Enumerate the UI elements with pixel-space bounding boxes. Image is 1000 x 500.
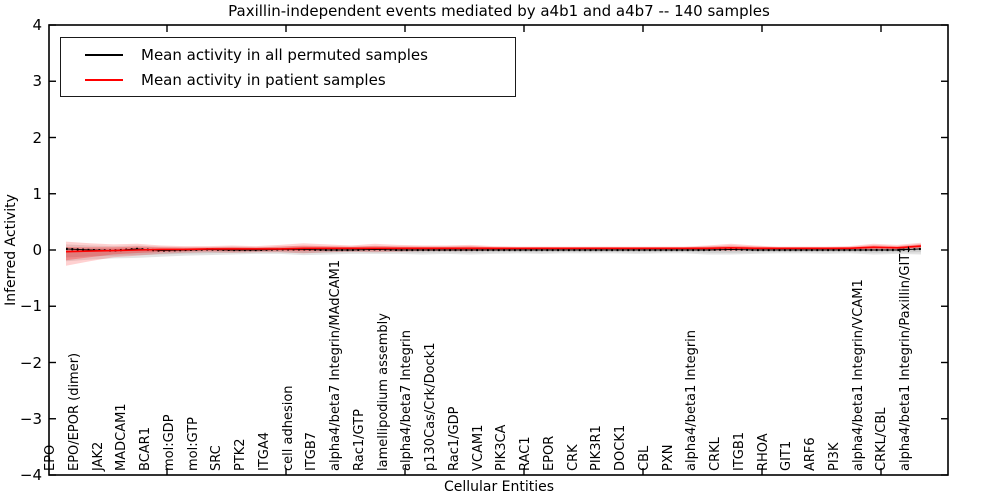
y-tick-label: 1 [32, 184, 42, 203]
x-tick-label: RHOA [755, 433, 771, 471]
x-tick-label: alpha4/beta7 Integrin [399, 329, 415, 471]
x-tick-label: PIK3CA [494, 424, 510, 471]
permuted-mean-markers [65, 247, 922, 252]
x-tick-label: GIT1 [779, 440, 795, 471]
x-tick-label: alpha4/beta7 Integrin/MAdCAM1 [328, 260, 343, 471]
y-tick-label: 4 [32, 16, 42, 34]
x-tick-label: cell adhesion [280, 385, 296, 471]
x-axis-label: Cellular Entities [443, 479, 555, 495]
x-tick-label: CBL [636, 445, 652, 471]
legend-entry-permuted: Mean activity in all permuted samples [61, 46, 515, 64]
x-tick-label: PI3K [826, 442, 842, 471]
x-tick-label: PTK2 [233, 438, 248, 471]
x-tick-label: alpha4/beta1 Integrin [684, 329, 700, 471]
x-tick-label: mol:GTP [185, 417, 201, 471]
y-tick-label: −3 [19, 409, 42, 428]
patient-line-swatch [85, 78, 123, 81]
x-tick-label: EPO [43, 444, 58, 471]
permuted-line-swatch [85, 53, 123, 56]
x-tick-label: CRKL/CBL [874, 407, 890, 472]
x-tick-label: PXN [660, 444, 676, 471]
x-tick-label: CRKL [708, 437, 723, 471]
x-tick-label: alpha4/beta1 Integrin/Paxillin/GIT1 [898, 245, 913, 471]
y-tick-label: −2 [19, 353, 42, 372]
chart-title: Paxillin-independent events mediated by … [228, 2, 770, 20]
x-tick-label: EPOR [541, 435, 557, 471]
x-tick-label: PIK3R1 [589, 425, 605, 471]
x-tick-label: BCAR1 [138, 427, 153, 471]
x-tick-label: ITGB7 [304, 431, 320, 471]
x-tick-label: MADCAM1 [114, 403, 130, 471]
x-tick-label: Rac1/GTP [351, 409, 367, 471]
legend: Mean activity in all permuted samples Me… [60, 37, 516, 97]
x-tick-label: mol:GDP [161, 414, 177, 471]
x-tick-label: p130Cas/Crk/Dock1 [423, 342, 438, 471]
legend-label-permuted: Mean activity in all permuted samples [141, 45, 428, 64]
y-tick-label: 2 [32, 128, 42, 147]
x-tick-label: RAC1 [518, 436, 533, 471]
legend-label-patient: Mean activity in patient samples [141, 70, 386, 89]
patient-mean-line [65, 245, 922, 253]
x-tick-label: EPO/EPOR (dimer) [66, 352, 82, 471]
x-tick-label: DOCK1 [613, 424, 628, 471]
y-tick-label: −4 [19, 466, 42, 484]
x-tick-label: CRK [565, 444, 581, 471]
x-tick-label: alpha4/beta1 Integrin/VCAM1 [850, 279, 866, 471]
y-tick-label: 0 [32, 241, 42, 259]
x-tick-label: ITGA4 [256, 431, 272, 471]
x-tick-label: JAK2 [90, 441, 106, 471]
y-tick-label: 3 [32, 72, 42, 91]
x-tick-label: VCAM1 [470, 424, 486, 471]
legend-entry-patient: Mean activity in patient samples [61, 71, 515, 89]
y-tick-label: −1 [19, 297, 42, 316]
x-tick-label: ARF6 [803, 437, 818, 471]
x-tick-label: Rac1/GDP [446, 406, 462, 471]
x-tick-label: lamellipodium assembly [375, 313, 391, 471]
x-tick-label: ITGB1 [731, 431, 747, 471]
x-tick-label: SRC [209, 445, 225, 471]
